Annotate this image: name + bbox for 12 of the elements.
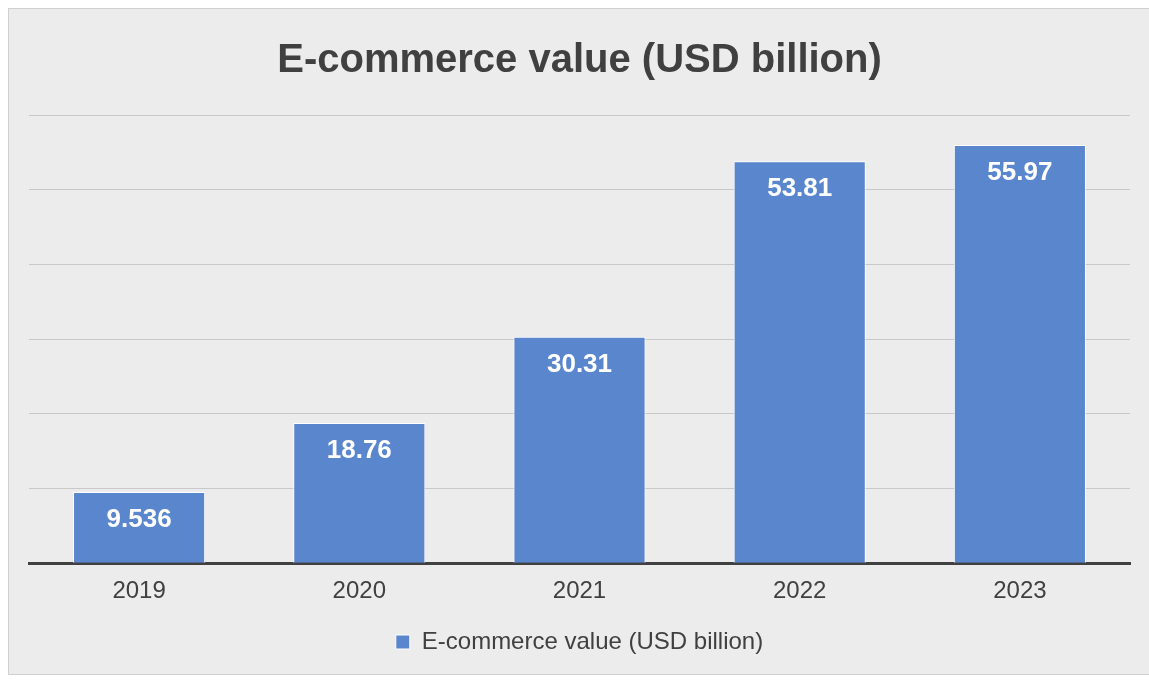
data-label: 9.536: [106, 503, 172, 534]
x-tick-label: 2021: [552, 576, 607, 604]
data-label: 30.31: [546, 347, 613, 378]
legend-label: E-commerce value (USD billion): [421, 626, 764, 654]
chart-title: E-commerce value (USD billion): [277, 36, 882, 81]
data-label: 53.81: [767, 172, 833, 203]
data-label: 18.76: [326, 434, 392, 465]
x-tick-label: 2023: [993, 576, 1047, 604]
data-label: 55.97: [987, 156, 1053, 187]
x-tick-label: 2019: [112, 576, 166, 604]
x-tick-label: 2022: [773, 576, 827, 604]
x-tick-label: 2020: [332, 576, 386, 604]
